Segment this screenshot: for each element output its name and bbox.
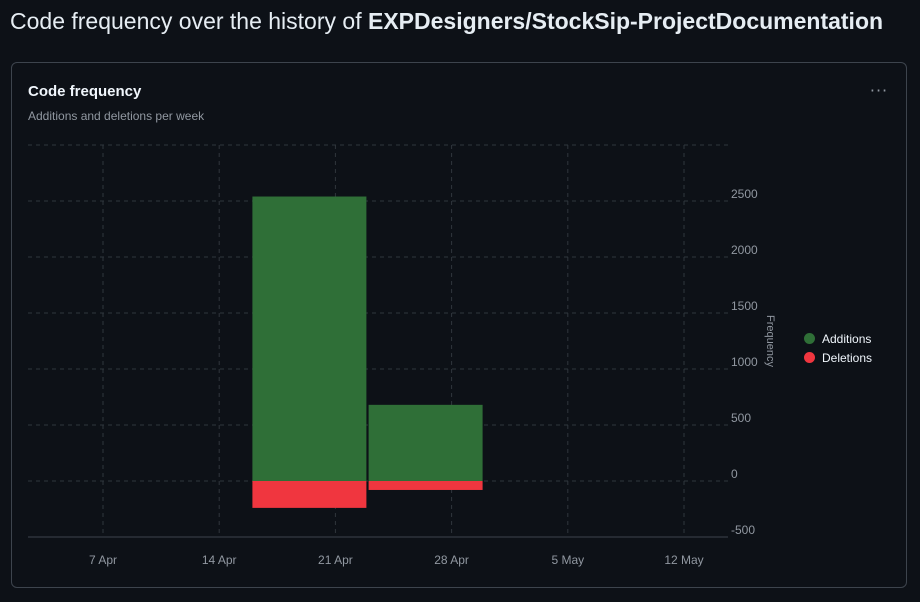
y-tick-label: 1000	[731, 355, 758, 369]
bar-additions[interactable]	[368, 404, 483, 481]
legend-swatch-additions	[804, 333, 815, 344]
y-tick-label: 500	[731, 411, 751, 425]
legend-item-deletions[interactable]: Deletions	[804, 348, 872, 367]
x-axis-ticks: 7 Apr 14 Apr 21 Apr 28 Apr 5 May 12 May	[89, 553, 704, 567]
legend-label-additions: Additions	[822, 331, 872, 346]
y-tick-label: 1500	[731, 299, 758, 313]
x-tick-label: 14 Apr	[202, 553, 237, 567]
x-tick-label: 5 May	[551, 553, 584, 567]
x-tick-label: 7 Apr	[89, 553, 117, 567]
page-title: Code frequency over the history of EXPDe…	[10, 8, 883, 35]
chart-legend: Additions Deletions	[804, 329, 872, 367]
y-tick-label: 2000	[731, 243, 758, 257]
y-axis-ticks: 2500 2000 1500 1000 500 0 -500	[731, 187, 758, 537]
bars-layer	[252, 196, 483, 508]
legend-swatch-deletions	[804, 352, 815, 363]
grid-layer	[28, 144, 728, 538]
y-axis-label: Frequency	[764, 315, 776, 367]
legend-label-deletions: Deletions	[822, 350, 873, 365]
code-frequency-card: Code frequency Additions and deletions p…	[11, 62, 907, 588]
bar-additions[interactable]	[252, 196, 367, 481]
y-tick-label: 2500	[731, 187, 758, 201]
page-title-prefix: Code frequency over the history of	[10, 8, 362, 34]
more-options-button[interactable]: ···	[866, 79, 892, 101]
x-tick-label: 21 Apr	[318, 553, 353, 567]
x-tick-label: 28 Apr	[434, 553, 469, 567]
legend-item-additions[interactable]: Additions	[804, 329, 872, 348]
bar-deletions[interactable]	[252, 481, 367, 508]
repo-name: EXPDesigners/StockSip-ProjectDocumentati…	[367, 8, 884, 34]
y-tick-label: 0	[731, 467, 738, 481]
y-tick-label: -500	[731, 523, 755, 537]
x-tick-label: 12 May	[664, 553, 703, 567]
card-title: Code frequency	[28, 83, 142, 100]
bar-deletions[interactable]	[368, 481, 483, 490]
code-frequency-chart: 7 Apr 14 Apr 21 Apr 28 Apr 5 May 12 May 25002…	[28, 144, 776, 567]
card-subtitle: Additions and deletions per week	[28, 109, 205, 123]
